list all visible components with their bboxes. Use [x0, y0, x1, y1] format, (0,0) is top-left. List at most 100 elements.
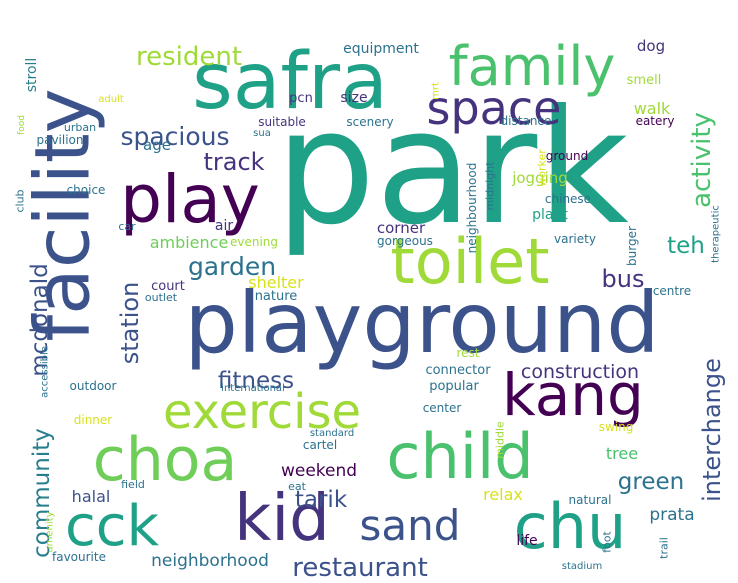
word-child: child: [386, 420, 533, 493]
word-track: track: [203, 148, 264, 176]
word-foot: foot: [601, 530, 614, 552]
word-toilet: toilet: [390, 225, 549, 298]
word-prata: prata: [649, 505, 694, 525]
word-pcn: pcn: [289, 91, 313, 106]
word-garden: garden: [188, 252, 276, 281]
word-food: food: [17, 115, 27, 135]
word-station: station: [116, 282, 144, 365]
word-chu: chu: [514, 490, 627, 563]
word-suitable: suitable: [258, 115, 306, 129]
word-ambience: ambience: [150, 233, 229, 252]
word-facility: facility: [18, 88, 107, 341]
word-choice: choice: [67, 183, 106, 197]
word-teh: teh: [667, 233, 705, 259]
word-midnight: midnight: [484, 161, 497, 211]
word-cck: cck: [65, 494, 160, 559]
word-fitness: fitness: [218, 368, 294, 394]
word-stroll: stroll: [24, 58, 40, 93]
word-car: car: [118, 220, 136, 233]
word-middle: middle: [494, 421, 507, 459]
word-mrt: mrt: [431, 82, 442, 100]
word-family: family: [449, 35, 616, 98]
word-amenity: amenity: [45, 511, 56, 552]
word-corner: corner: [377, 219, 426, 237]
word-equipment: equipment: [343, 41, 419, 57]
word-kang: kang: [502, 361, 644, 429]
word-club: club: [14, 189, 27, 212]
word-construction: construction: [521, 361, 639, 383]
word-life: life: [516, 533, 537, 549]
word-scenery: scenery: [346, 115, 393, 129]
word-adult: adult: [98, 94, 124, 105]
word-bus: bus: [602, 265, 645, 293]
word-centre: centre: [653, 284, 691, 298]
word-air: air: [215, 218, 233, 234]
word-space: space: [427, 81, 562, 135]
word-shelter: shelter: [248, 273, 304, 292]
word-playground: playground: [184, 274, 659, 372]
word-safra: safra: [192, 37, 388, 127]
word-spacious: spacious: [120, 122, 229, 151]
word-evening: evening: [230, 235, 278, 249]
word-urban: urban: [64, 121, 96, 134]
word-trail: trail: [658, 537, 671, 559]
word-plant: plant: [532, 207, 568, 223]
word-eatery: eatery: [636, 114, 675, 128]
word-stadium: stadium: [562, 561, 602, 572]
word-walk: walk: [634, 99, 671, 118]
word-outlet: outlet: [145, 291, 178, 304]
word-center: center: [423, 401, 462, 415]
word-international: international: [221, 383, 285, 394]
word-distance: distance: [501, 114, 552, 128]
word-green: green: [618, 469, 684, 495]
word-choa: choa: [93, 425, 238, 495]
word-eat: eat: [288, 480, 307, 493]
word-favourite: favourite: [52, 550, 106, 564]
word-sua: sua: [253, 128, 271, 139]
word-tarik: tarik: [295, 487, 348, 513]
word-therapeutic: therapeutic: [711, 205, 722, 263]
word-tree: tree: [606, 444, 638, 463]
word-outdoor: outdoor: [70, 379, 117, 393]
word-dinner: dinner: [74, 413, 113, 427]
word-kid: kid: [234, 482, 329, 556]
word-mcdonald: mcdonald: [27, 263, 53, 376]
word-swing: swing: [599, 420, 634, 434]
word-ground: ground: [546, 149, 588, 163]
word-gorgeous: gorgeous: [377, 234, 433, 248]
word-connector: connector: [425, 363, 491, 378]
word-accessible: accessible: [40, 346, 51, 398]
word-worker: worker: [536, 149, 549, 187]
word-weekend: weekend: [281, 461, 357, 481]
word-age: age: [143, 136, 171, 154]
word-chinese: chinese: [545, 192, 591, 206]
word-nature: nature: [255, 289, 298, 304]
word-rest: rest: [456, 346, 479, 360]
word-dog: dog: [637, 37, 665, 55]
word-size: size: [340, 90, 367, 106]
word-burger: burger: [625, 226, 639, 266]
word-pavilion: pavilion: [36, 133, 83, 147]
word-relax: relax: [483, 485, 523, 504]
word-standard: standard: [310, 428, 354, 439]
word-halal: halal: [72, 487, 111, 506]
word-neighborhood: neighborhood: [151, 551, 269, 571]
word-natural: natural: [569, 493, 612, 507]
word-community: community: [29, 428, 55, 558]
word-court: court: [151, 279, 185, 294]
word-park: park: [275, 76, 629, 260]
word-play: play: [120, 161, 260, 238]
word-restaurant: restaurant: [292, 553, 428, 583]
word-sand: sand: [360, 501, 461, 550]
word-exercise: exercise: [163, 384, 361, 440]
word-neighbourhood: neighbourhood: [465, 163, 479, 254]
word-field: field: [121, 478, 145, 491]
word-activity: activity: [687, 112, 717, 208]
word-cartel: cartel: [303, 438, 337, 452]
word-jogging: jogging: [511, 169, 568, 187]
word-variety: variety: [554, 232, 596, 246]
word-resident: resident: [136, 42, 242, 72]
word-smell: smell: [627, 73, 662, 88]
word-popular: popular: [429, 379, 479, 394]
